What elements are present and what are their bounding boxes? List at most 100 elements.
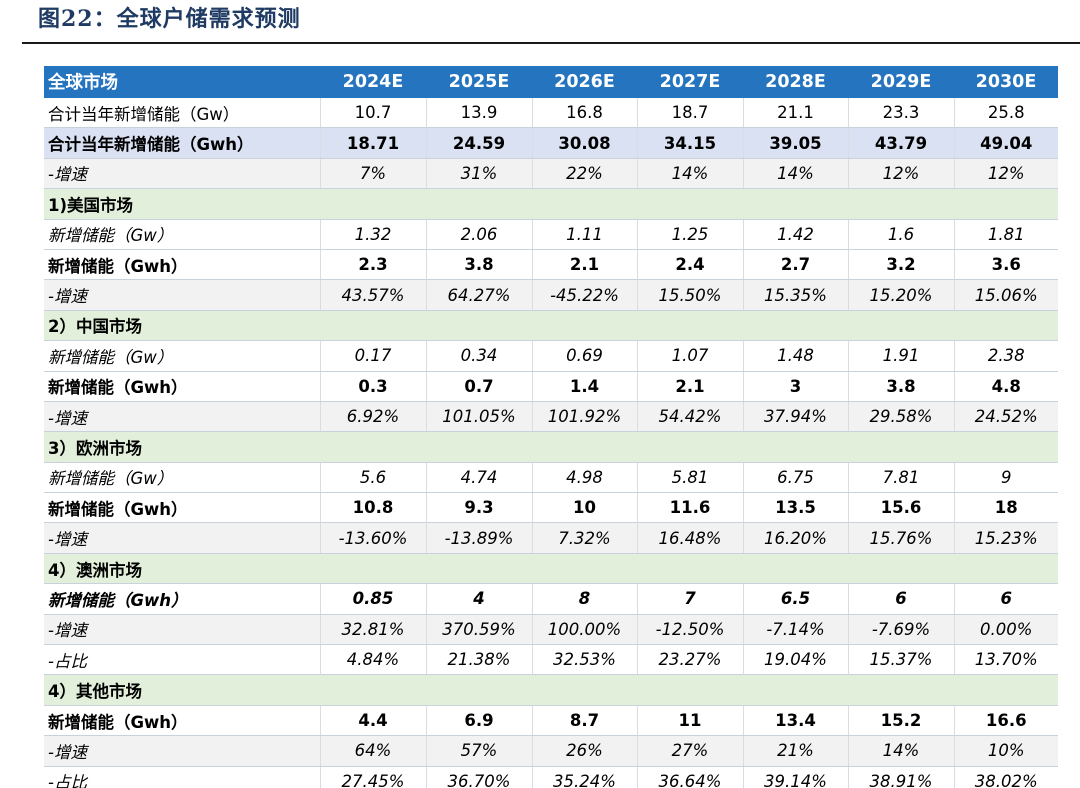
value-cell: 29.58% [847, 401, 954, 433]
row-label: -增速 [44, 614, 320, 646]
value-cell: 12% [953, 158, 1058, 190]
value-cell: 34.15 [636, 127, 743, 159]
value-cell: 2.3 [319, 249, 426, 281]
value-cell: 1.48 [742, 340, 848, 372]
table-body: 合计当年新增储能（Gw） 10.7 13.9 16.8 18.7 21.1 23.3 25.8… [44, 97, 1058, 788]
value-cell: 35.24% [531, 766, 637, 788]
value-cell: 3.2 [847, 249, 954, 281]
value-cell: 6 [953, 583, 1058, 615]
value-cell: 16.8 [531, 97, 637, 129]
value-cell: 25.8 [953, 97, 1058, 129]
value-cell: 0.34 [425, 340, 532, 372]
value-cell: 13.4 [742, 705, 848, 737]
table-row: 新增储能（Gw） 0.17 0.34 0.69 1.07 1.48 1.91 2.38 [44, 340, 1058, 372]
value-cell: 2.7 [742, 249, 848, 281]
section-title: 3）欧洲市场 [44, 431, 1058, 463]
title-divider [22, 42, 1080, 44]
value-cell: 11 [636, 705, 743, 737]
value-cell: 27% [636, 735, 743, 767]
table-row: -增速 7% 31% 22% 14% 14% 12% 12% [44, 158, 1058, 190]
value-cell: 1.6 [847, 219, 954, 250]
value-cell: 7.32% [531, 522, 637, 554]
value-cell: 8.7 [531, 705, 637, 737]
value-cell: 14% [636, 158, 743, 190]
value-cell: -13.89% [425, 522, 532, 554]
value-cell: 3 [742, 371, 848, 402]
value-cell: 36.64% [636, 766, 743, 788]
value-cell: 38.02% [953, 766, 1058, 788]
value-cell: 370.59% [425, 614, 532, 646]
value-cell: 5.6 [319, 462, 426, 494]
header-cell: 2029E [848, 66, 954, 98]
header-cell: 全球市场 [44, 66, 320, 98]
header-cell: 2025E [426, 66, 532, 98]
section-header-row: 1)美国市场 [44, 188, 1058, 220]
table-row: 新增储能（Gwh） 0.3 0.7 1.4 2.1 3 3.8 4.8 [44, 371, 1058, 402]
value-cell: 4.8 [953, 371, 1058, 402]
table-row: 新增储能（Gwh） 0.85 4 8 7 6.5 6 6 [44, 583, 1058, 615]
section-title: 1)美国市场 [44, 188, 1058, 220]
value-cell: 3.8 [425, 249, 532, 281]
value-cell: 1.91 [847, 340, 954, 372]
value-cell: 13.9 [425, 97, 532, 129]
table-row: 合计当年新增储能（Gw） 10.7 13.9 16.8 18.7 21.1 23.3 25.8 [44, 97, 1058, 129]
row-label: -占比 [44, 766, 320, 788]
value-cell: 32.53% [531, 644, 637, 676]
value-cell: 0.17 [319, 340, 426, 372]
value-cell: 10.7 [319, 97, 426, 129]
value-cell: -45.22% [531, 279, 637, 311]
table-row: 新增储能（Gwh） 10.8 9.3 10 11.6 13.5 15.6 18 [44, 492, 1058, 524]
header-cell: 2026E [532, 66, 637, 98]
value-cell: 5.81 [636, 462, 743, 494]
value-cell: 26% [531, 735, 637, 767]
value-cell: 15.23% [953, 522, 1058, 554]
value-cell: -12.50% [636, 614, 743, 646]
value-cell: 22% [531, 158, 637, 190]
value-cell: 101.05% [425, 401, 532, 433]
value-cell: 57% [425, 735, 532, 767]
value-cell: 14% [742, 158, 848, 190]
value-cell: 3.8 [847, 371, 954, 402]
value-cell: -7.14% [742, 614, 848, 646]
value-cell: 64% [319, 735, 426, 767]
value-cell: 31% [425, 158, 532, 190]
value-cell: 1.42 [742, 219, 848, 250]
value-cell: 4.74 [425, 462, 532, 494]
value-cell: 13.5 [742, 492, 848, 524]
value-cell: 11.6 [636, 492, 743, 524]
section-header-row: 4）其他市场 [44, 674, 1058, 706]
value-cell: 2.38 [953, 340, 1058, 372]
row-label: 新增储能（Gwh） [44, 583, 320, 615]
row-label: -增速 [44, 158, 320, 190]
section-header-row: 2）中国市场 [44, 309, 1058, 342]
value-cell: 6.9 [425, 705, 532, 737]
header-cell: 2028E [743, 66, 848, 98]
value-cell: 6 [847, 583, 954, 615]
value-cell: 39.14% [742, 766, 848, 788]
value-cell: 0.00% [953, 614, 1058, 646]
value-cell: 1.81 [953, 219, 1058, 250]
row-label: 新增储能（Gwh） [44, 371, 320, 402]
row-label: 新增储能（Gw） [44, 219, 320, 250]
value-cell: 9.3 [425, 492, 532, 524]
value-cell: 1.11 [531, 219, 637, 250]
value-cell: 15.06% [953, 279, 1058, 311]
row-label: 新增储能（Gw） [44, 340, 320, 372]
value-cell: 15.50% [636, 279, 743, 311]
value-cell: 2.4 [636, 249, 743, 281]
row-label: 合计当年新增储能（Gwh） [44, 127, 320, 159]
value-cell: 54.42% [636, 401, 743, 433]
table-row: 新增储能（Gwh） 4.4 6.9 8.7 11 13.4 15.2 16.6 [44, 705, 1058, 737]
section-title: 4）其他市场 [44, 674, 1058, 706]
table-row: -占比 27.45% 36.70% 35.24% 36.64% 39.14% 38.91% 3… [44, 766, 1058, 788]
section-title: 2）中国市场 [44, 309, 1058, 342]
value-cell: 9 [953, 462, 1058, 494]
header-cell: 2030E [954, 66, 1058, 98]
table-row: -增速 6.92% 101.05% 101.92% 54.42% 37.94% 29.58%… [44, 401, 1058, 433]
value-cell: -7.69% [847, 614, 954, 646]
value-cell: 101.92% [531, 401, 637, 433]
value-cell: 1.25 [636, 219, 743, 250]
value-cell: 2.1 [636, 371, 743, 402]
value-cell: 39.05 [742, 127, 848, 159]
value-cell: 8 [531, 583, 637, 615]
